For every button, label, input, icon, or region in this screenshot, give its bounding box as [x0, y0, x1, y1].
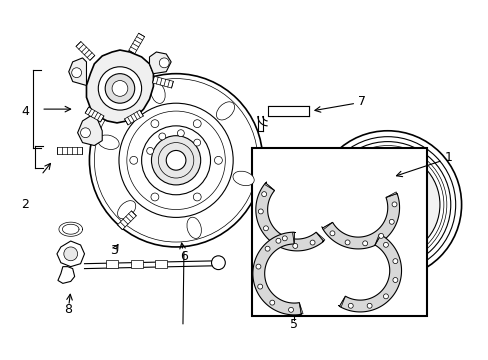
Polygon shape	[374, 234, 382, 245]
Text: 5: 5	[289, 318, 298, 331]
Circle shape	[193, 139, 200, 146]
Text: 1: 1	[444, 151, 452, 164]
Bar	[130, 260, 142, 267]
Ellipse shape	[117, 201, 136, 219]
Polygon shape	[86, 50, 153, 123]
Circle shape	[129, 156, 138, 164]
Circle shape	[376, 194, 398, 215]
Circle shape	[89, 74, 262, 247]
Circle shape	[371, 184, 381, 193]
Circle shape	[151, 136, 200, 185]
Bar	[267, 106, 308, 116]
Circle shape	[335, 152, 439, 257]
Circle shape	[269, 300, 274, 305]
Polygon shape	[292, 232, 295, 244]
Circle shape	[72, 68, 81, 78]
Ellipse shape	[232, 171, 254, 186]
Polygon shape	[385, 192, 397, 198]
Circle shape	[282, 236, 286, 241]
Circle shape	[159, 133, 165, 140]
Ellipse shape	[216, 102, 234, 120]
Circle shape	[151, 193, 159, 201]
Circle shape	[288, 307, 293, 312]
Circle shape	[383, 242, 387, 247]
Circle shape	[151, 120, 159, 127]
Circle shape	[329, 231, 334, 236]
Circle shape	[258, 209, 263, 214]
Circle shape	[362, 241, 367, 246]
Text: 2: 2	[21, 198, 29, 211]
Circle shape	[146, 148, 153, 154]
Polygon shape	[337, 296, 345, 307]
Circle shape	[211, 256, 225, 270]
Circle shape	[392, 259, 397, 264]
Ellipse shape	[150, 82, 165, 103]
Circle shape	[388, 219, 393, 224]
Polygon shape	[149, 52, 171, 74]
Circle shape	[275, 238, 280, 243]
Polygon shape	[252, 232, 301, 315]
Circle shape	[256, 264, 261, 269]
Polygon shape	[57, 147, 81, 154]
Polygon shape	[76, 41, 95, 60]
Polygon shape	[58, 267, 75, 283]
Text: 6: 6	[180, 250, 187, 263]
Polygon shape	[299, 303, 303, 314]
Circle shape	[309, 240, 314, 245]
Circle shape	[112, 81, 127, 96]
Polygon shape	[69, 58, 86, 85]
Polygon shape	[255, 183, 323, 251]
Circle shape	[98, 67, 142, 110]
Bar	[106, 260, 118, 267]
Circle shape	[292, 243, 297, 248]
Circle shape	[64, 247, 78, 261]
Circle shape	[193, 120, 201, 127]
Circle shape	[362, 179, 412, 230]
Polygon shape	[339, 235, 401, 312]
Circle shape	[369, 187, 405, 222]
Polygon shape	[316, 232, 324, 242]
Polygon shape	[57, 241, 84, 267]
Bar	[251, 148, 426, 316]
Circle shape	[166, 150, 185, 170]
Text: 7: 7	[358, 95, 366, 108]
Polygon shape	[85, 107, 104, 122]
Circle shape	[193, 193, 201, 201]
Text: 8: 8	[63, 303, 72, 316]
Circle shape	[398, 188, 408, 198]
Circle shape	[264, 246, 269, 251]
Circle shape	[378, 233, 383, 238]
Circle shape	[366, 303, 371, 308]
Circle shape	[261, 192, 266, 197]
Circle shape	[263, 226, 268, 231]
Bar	[155, 260, 167, 267]
Text: 4: 4	[21, 105, 29, 118]
Circle shape	[393, 216, 403, 226]
Circle shape	[81, 128, 90, 138]
Polygon shape	[152, 76, 173, 88]
Circle shape	[105, 74, 135, 103]
Circle shape	[345, 240, 349, 245]
Circle shape	[159, 58, 169, 68]
Circle shape	[177, 130, 184, 136]
Polygon shape	[322, 193, 399, 249]
Polygon shape	[128, 33, 144, 54]
Polygon shape	[117, 211, 136, 230]
Circle shape	[392, 278, 397, 283]
Ellipse shape	[98, 135, 119, 149]
Circle shape	[391, 202, 396, 207]
Circle shape	[366, 211, 376, 221]
Polygon shape	[264, 182, 274, 190]
Ellipse shape	[186, 217, 201, 238]
Circle shape	[347, 303, 352, 308]
Circle shape	[214, 156, 222, 164]
Polygon shape	[321, 222, 332, 230]
Polygon shape	[124, 110, 143, 125]
Polygon shape	[78, 116, 102, 145]
Text: 3: 3	[110, 244, 118, 257]
Circle shape	[257, 284, 262, 289]
Circle shape	[383, 294, 387, 299]
